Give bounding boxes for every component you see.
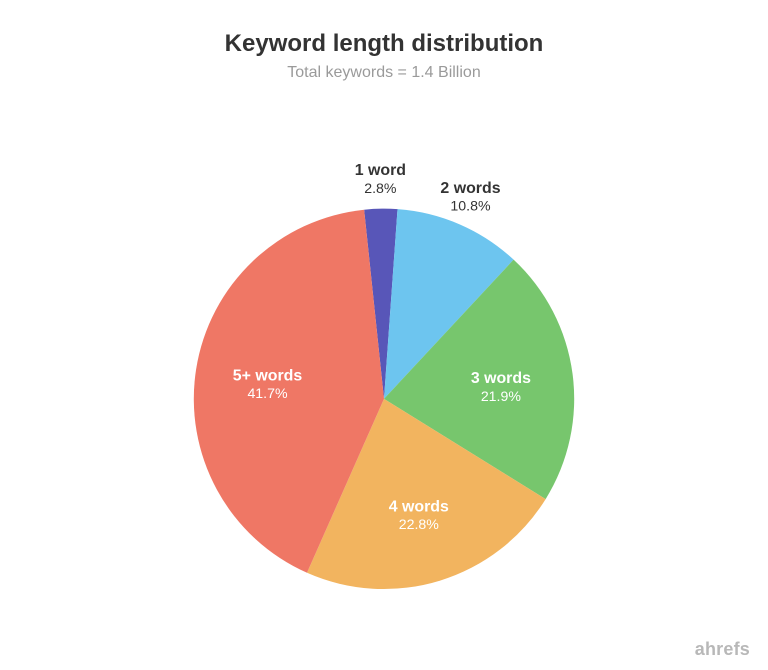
pie-chart: 1 word2.8% 2 words10.8% 3 words21.9% 4 word… bbox=[154, 160, 614, 620]
slice-label: 3 words bbox=[471, 370, 531, 387]
slice-label: 4 words bbox=[389, 499, 449, 516]
chart-title: Keyword length distribution bbox=[0, 30, 768, 58]
slice-value: 10.8% bbox=[450, 198, 491, 214]
slice-label: 2 words bbox=[440, 180, 500, 197]
slice-label: 1 word bbox=[355, 162, 406, 179]
slice-value: 2.8% bbox=[364, 180, 397, 196]
chart-subtitle: Total keywords = 1.4 Billion bbox=[0, 64, 768, 82]
slice-value: 41.7% bbox=[247, 385, 288, 401]
brand-watermark: ahrefs bbox=[695, 639, 750, 660]
slice-label: 5+ words bbox=[233, 368, 303, 385]
slice-value: 21.9% bbox=[481, 388, 522, 404]
slice-value: 22.8% bbox=[399, 516, 440, 532]
